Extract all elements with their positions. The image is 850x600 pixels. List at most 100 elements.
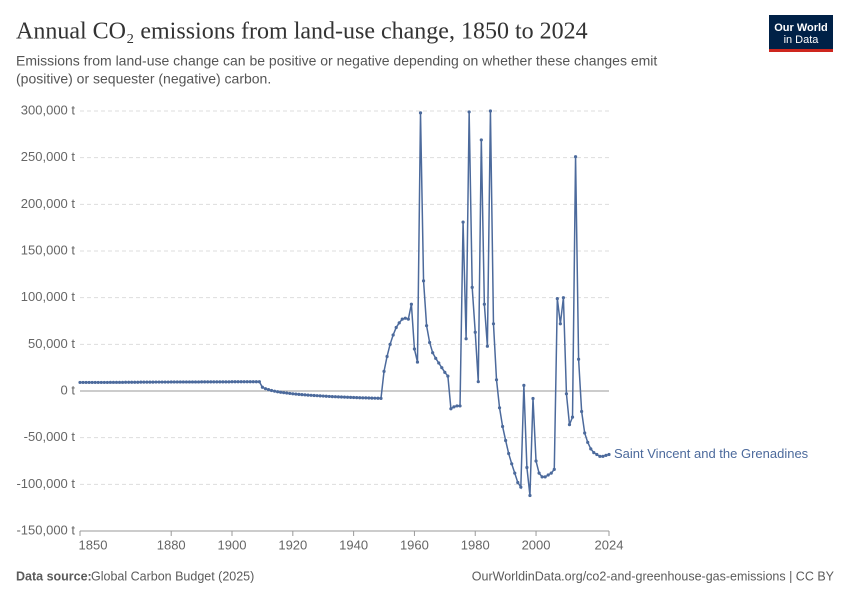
point xyxy=(333,395,337,399)
point xyxy=(461,220,465,224)
point xyxy=(93,380,97,385)
point xyxy=(276,390,280,394)
point xyxy=(598,454,602,458)
x-tick-label: 1960 xyxy=(400,537,429,552)
source[interactable]: Global Carbon Budget (2025) xyxy=(91,569,254,583)
point xyxy=(491,322,496,326)
point xyxy=(394,325,398,330)
point xyxy=(282,391,286,395)
point xyxy=(485,344,489,348)
point xyxy=(500,424,505,429)
point xyxy=(352,395,356,400)
point xyxy=(494,378,499,382)
point xyxy=(388,342,392,346)
x-tick-label: 2024 xyxy=(595,537,624,552)
point xyxy=(230,380,234,384)
point xyxy=(385,354,389,359)
y-tick-label: 250,000 t xyxy=(21,149,76,164)
point xyxy=(601,454,605,458)
point xyxy=(428,340,432,345)
logo-text: Our World xyxy=(774,22,828,34)
point xyxy=(114,380,119,384)
point xyxy=(120,380,125,384)
point xyxy=(570,415,575,419)
point xyxy=(370,396,374,400)
point xyxy=(254,380,258,384)
x-tick-label: 1920 xyxy=(278,537,307,552)
point xyxy=(178,380,182,384)
point xyxy=(169,380,173,384)
point xyxy=(117,380,122,384)
point xyxy=(145,380,149,384)
point xyxy=(379,396,383,400)
point xyxy=(190,380,195,384)
point xyxy=(215,380,219,384)
point xyxy=(339,395,344,399)
point xyxy=(99,380,103,385)
y-tick-label: -100,000 t xyxy=(16,476,75,491)
point xyxy=(184,380,189,384)
point xyxy=(206,380,210,384)
point xyxy=(440,366,444,370)
point xyxy=(81,380,85,385)
point xyxy=(105,380,109,385)
y-tick-label: 300,000 t xyxy=(21,102,76,117)
y-tick-label: 150,000 t xyxy=(21,242,76,257)
point xyxy=(421,279,426,283)
point xyxy=(604,453,608,457)
point xyxy=(324,394,328,398)
point xyxy=(470,285,474,289)
point xyxy=(196,380,201,384)
point xyxy=(224,380,228,384)
point xyxy=(528,493,532,498)
x-tick-label: 1900 xyxy=(218,537,247,552)
point xyxy=(236,380,240,384)
point xyxy=(96,380,100,385)
point xyxy=(330,395,334,399)
point xyxy=(193,380,198,384)
point xyxy=(367,396,371,400)
point xyxy=(157,380,161,384)
point xyxy=(312,393,316,398)
point xyxy=(175,380,179,384)
point xyxy=(288,391,292,396)
point xyxy=(510,462,514,466)
point xyxy=(516,480,520,485)
point xyxy=(358,396,362,400)
point xyxy=(212,380,216,384)
point xyxy=(558,322,562,326)
point xyxy=(446,374,450,378)
point xyxy=(102,380,106,385)
point xyxy=(203,380,207,384)
point xyxy=(458,404,462,408)
point xyxy=(233,380,237,384)
y-tick-label: 100,000 t xyxy=(21,289,76,304)
chart-title: Annual CO₂ emissions from land-use chang… xyxy=(16,19,588,45)
point xyxy=(561,296,565,300)
point xyxy=(409,302,413,306)
point xyxy=(245,380,249,384)
point xyxy=(467,110,471,114)
point xyxy=(552,467,556,471)
point xyxy=(473,330,477,334)
logo[interactable]: Our World in Data xyxy=(769,15,833,52)
point xyxy=(279,390,283,394)
point xyxy=(437,361,441,365)
point xyxy=(513,471,517,475)
point xyxy=(272,389,277,393)
footer-url[interactable]: OurWorldinData.org/co2-and-greenhouse-ga… xyxy=(472,569,835,583)
series-label: Saint Vincent and the Grenadines xyxy=(614,446,809,461)
point xyxy=(285,391,289,395)
point xyxy=(576,357,581,361)
point xyxy=(263,387,268,391)
point xyxy=(87,380,91,385)
point xyxy=(257,380,261,384)
point xyxy=(583,431,587,435)
point xyxy=(172,380,176,384)
point xyxy=(111,380,116,384)
point xyxy=(507,451,511,456)
point xyxy=(449,407,453,411)
logo-bar xyxy=(769,49,833,52)
point xyxy=(269,388,274,393)
